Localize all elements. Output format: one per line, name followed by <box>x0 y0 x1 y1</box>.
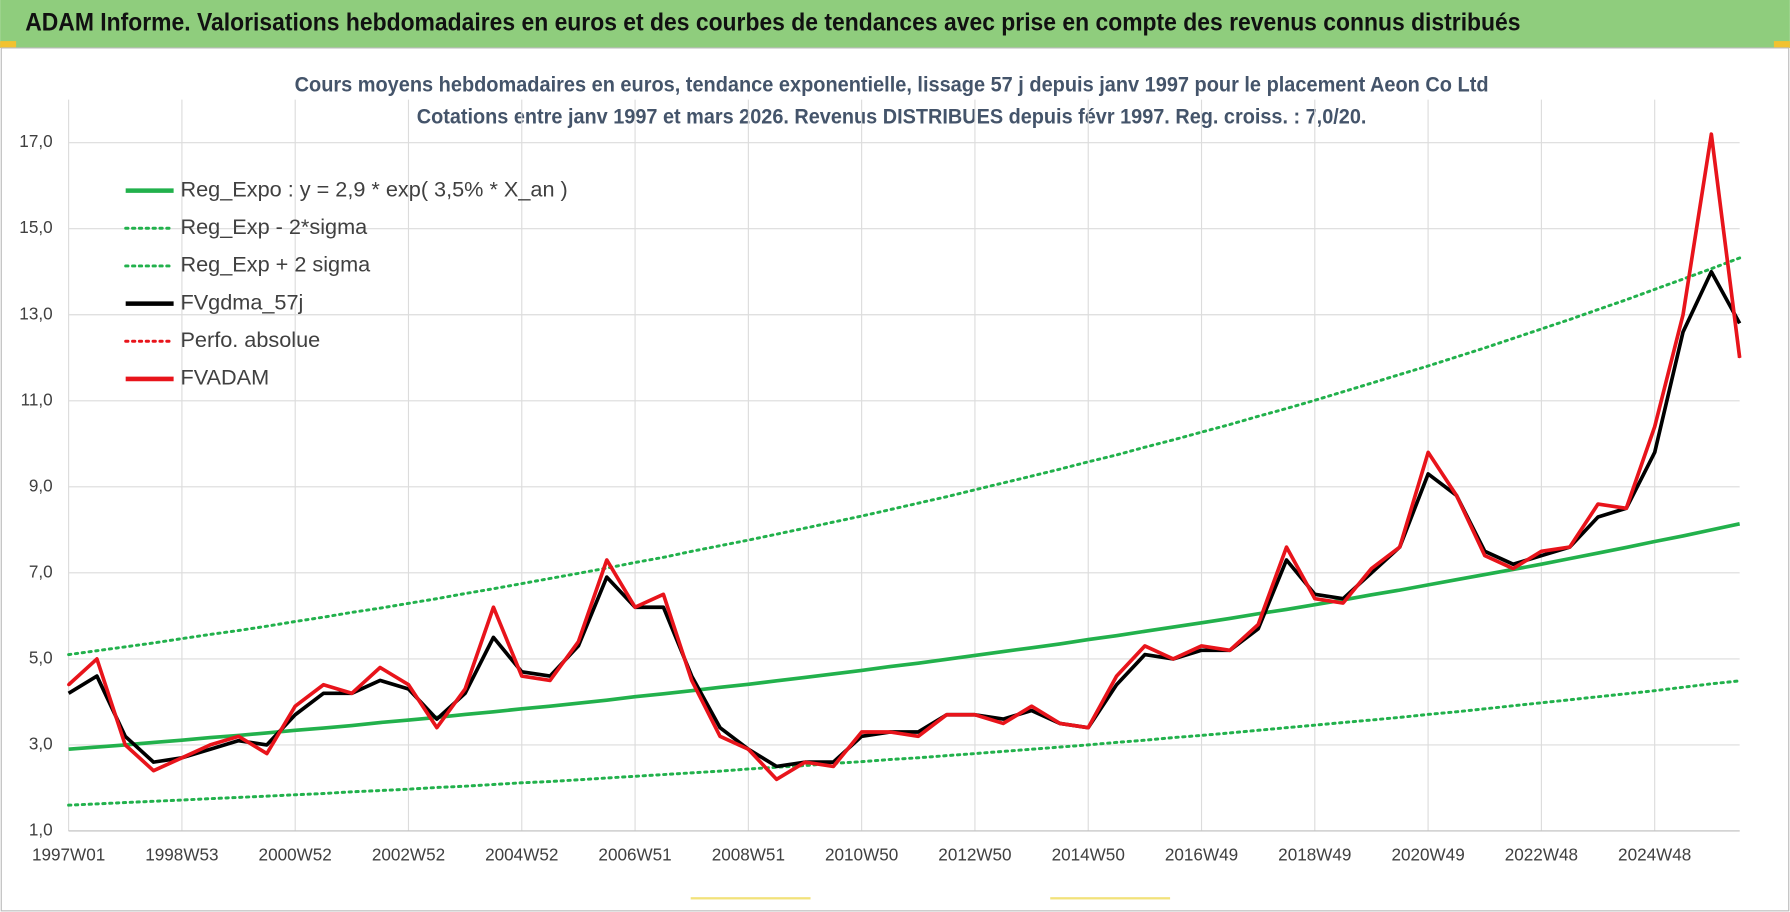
x-tick-label: 2022W48 <box>1505 846 1578 865</box>
x-tick-label: 2014W50 <box>1052 846 1125 865</box>
legend: Reg_Expo : y = 2,9 * exp( 3,5% * X_an ) R… <box>124 176 568 390</box>
corner-mark <box>1773 41 1790 48</box>
x-tick-label: 2002W52 <box>372 846 445 865</box>
y-tick-label: 17,0 <box>19 132 52 151</box>
chart-title: Cours moyens hebdomadaires en euros, ten… <box>295 71 1489 96</box>
x-tick-label: 1997W01 <box>32 846 105 865</box>
series-line <box>67 679 1742 807</box>
x-tick-label: 2000W52 <box>259 846 332 865</box>
plot-lines <box>67 132 1742 807</box>
x-tick-label: 2018W49 <box>1278 846 1351 865</box>
y-tick-label: 7,0 <box>29 562 53 581</box>
y-tick-label: 1,0 <box>29 820 53 839</box>
x-tick-label: 2006W51 <box>598 846 671 865</box>
x-tick-label: 2010W50 <box>825 846 898 865</box>
legend-label: Perfo. absolue <box>180 327 320 352</box>
corner-mark <box>0 41 17 48</box>
scroll-mark <box>1050 897 1171 900</box>
x-tick-label: 2024W48 <box>1618 846 1691 865</box>
x-tick-label: 2020W49 <box>1391 846 1464 865</box>
y-tick-label: 11,0 <box>21 390 53 409</box>
chart-subtitle: Cotations entre janv 1997 et mars 2026. … <box>417 103 1367 128</box>
x-tick-label: 1998W53 <box>145 846 218 865</box>
x-tick-label: 2008W51 <box>712 846 785 865</box>
header-bar <box>0 0 1790 48</box>
y-tick-label: 9,0 <box>29 476 53 495</box>
y-tick-label: 15,0 <box>19 218 52 237</box>
legend-label: FVADAM <box>180 365 269 390</box>
x-tick-label: 2012W50 <box>938 846 1011 865</box>
series-line <box>67 256 1742 657</box>
x-tick-label: 2016W49 <box>1165 846 1238 865</box>
legend-label: Reg_Expo : y = 2,9 * exp( 3,5% * X_an ) <box>180 176 567 201</box>
header-title: ADAM Informe. Valorisations hebdomadaire… <box>25 9 1520 37</box>
series-line <box>67 132 1742 782</box>
legend-label: FVgdma_57j <box>180 289 303 314</box>
y-tick-label: 3,0 <box>29 734 53 753</box>
y-tick-label: 13,0 <box>19 304 52 323</box>
grid: 1,0 3,0 5,0 7,0 9,0 11,0 13,0 15,0 17,0 1997W01 19… <box>19 99 1740 865</box>
chart-frame <box>0 47 1790 912</box>
x-tick-label: 2004W52 <box>485 846 558 865</box>
scroll-mark <box>690 897 811 900</box>
y-tick-label: 5,0 <box>29 648 53 667</box>
series-line <box>68 522 1741 752</box>
legend-label: Reg_Exp + 2 sigma <box>180 252 371 277</box>
legend-label: Reg_Exp - 2*sigma <box>180 214 368 239</box>
